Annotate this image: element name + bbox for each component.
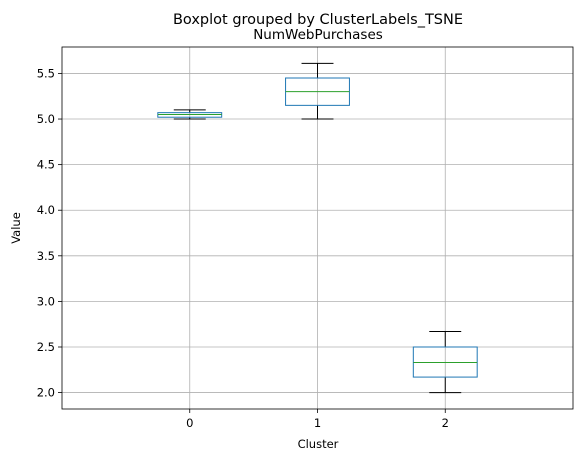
- x-tick-label: 2: [442, 416, 449, 430]
- y-tick-label: 3.5: [37, 249, 55, 263]
- box-cluster-1: [285, 62, 350, 120]
- boxes-layer: [157, 62, 478, 394]
- x-tick-label: 1: [314, 416, 321, 430]
- y-tick-label: 4.0: [37, 203, 55, 217]
- grid-layer: [62, 47, 573, 409]
- y-tick-label: 5.0: [37, 112, 55, 126]
- ticks-layer: 2.0 2.5 3.0 3.5 4.0 4.5 5.0 5.5 0 1 2: [37, 66, 449, 430]
- y-tick-label: 4.5: [37, 158, 55, 172]
- x-axis-label: Cluster: [298, 437, 339, 451]
- y-tick-label: 2.5: [37, 340, 55, 354]
- y-tick-label: 5.5: [37, 66, 55, 80]
- x-tick-label: 0: [186, 416, 193, 430]
- y-tick-label: 3.0: [37, 294, 55, 308]
- box-cluster-0: [157, 109, 223, 120]
- chart-suptitle: Boxplot grouped by ClusterLabels_TSNE: [173, 12, 463, 28]
- y-axis-label: Value: [9, 212, 23, 244]
- y-tick-label: 2.0: [37, 386, 55, 400]
- box-cluster-2: [412, 330, 478, 394]
- chart-title: NumWebPurchases: [253, 27, 383, 43]
